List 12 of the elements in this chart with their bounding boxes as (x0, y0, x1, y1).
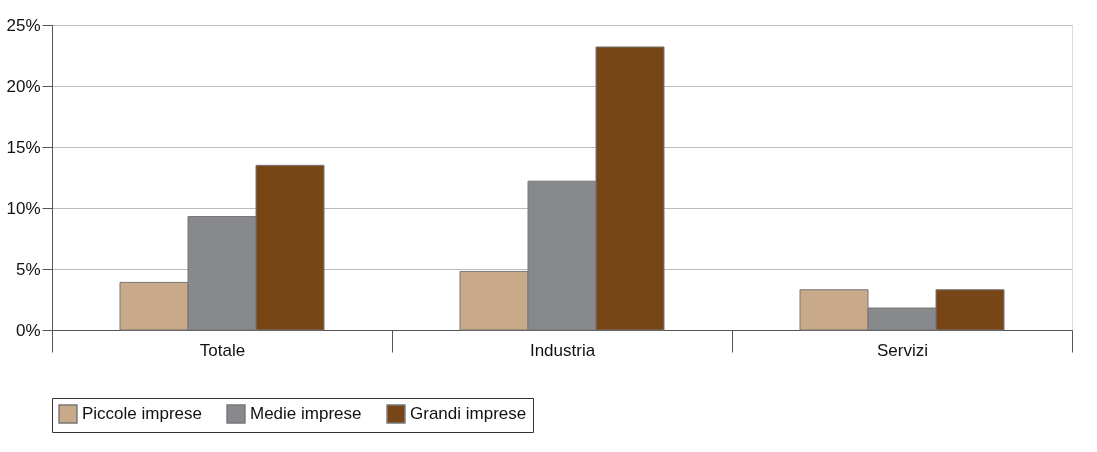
x-tick-label: Industria (529, 340, 596, 360)
x-tick-label: Servizi (876, 340, 929, 360)
legend-label: Piccole imprese (82, 404, 202, 424)
y-tick-label: 0% (15, 320, 41, 340)
y-tick-label: 20% (6, 76, 41, 96)
y-tick-label: 15% (6, 137, 41, 157)
legend-label: Grandi imprese (410, 404, 527, 424)
y-tick-label: 10% (6, 198, 41, 218)
legend-label: Medie imprese (250, 404, 362, 424)
x-tick-label: Totale (199, 340, 246, 360)
y-tick-label: 25% (6, 15, 41, 35)
y-tick-label: 5% (15, 259, 41, 279)
